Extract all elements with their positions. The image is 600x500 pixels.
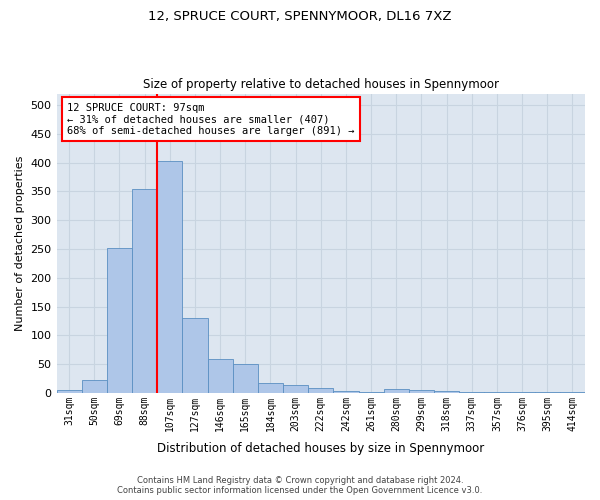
Bar (56, 390, 82, 393)
Title: Size of property relative to detached houses in Spennymoor: Size of property relative to detached ho… (143, 78, 499, 91)
Bar (359, 392, 383, 393)
Text: 12, SPRUCE COURT, SPENNYMOOR, DL16 7XZ: 12, SPRUCE COURT, SPENNYMOOR, DL16 7XZ (148, 10, 452, 23)
Bar (383, 389, 409, 393)
Bar (258, 383, 283, 393)
Bar (208, 360, 233, 393)
Bar (107, 248, 132, 393)
Bar (308, 388, 334, 393)
Bar (434, 391, 459, 393)
Bar (82, 380, 107, 393)
Text: 12 SPRUCE COURT: 97sqm
← 31% of detached houses are smaller (407)
68% of semi-de: 12 SPRUCE COURT: 97sqm ← 31% of detached… (67, 102, 355, 136)
Bar (182, 318, 208, 393)
Bar (535, 392, 560, 393)
Bar (132, 189, 157, 393)
Text: Contains HM Land Registry data © Crown copyright and database right 2024.
Contai: Contains HM Land Registry data © Crown c… (118, 476, 482, 495)
Bar (484, 392, 509, 393)
Bar (157, 161, 182, 393)
Bar (334, 391, 359, 393)
Bar (409, 390, 434, 393)
Y-axis label: Number of detached properties: Number of detached properties (15, 156, 25, 331)
X-axis label: Distribution of detached houses by size in Spennymoor: Distribution of detached houses by size … (157, 442, 484, 455)
Bar (459, 392, 484, 393)
Bar (560, 392, 585, 393)
Bar (233, 364, 258, 393)
Bar (283, 386, 308, 393)
Bar (509, 392, 535, 393)
